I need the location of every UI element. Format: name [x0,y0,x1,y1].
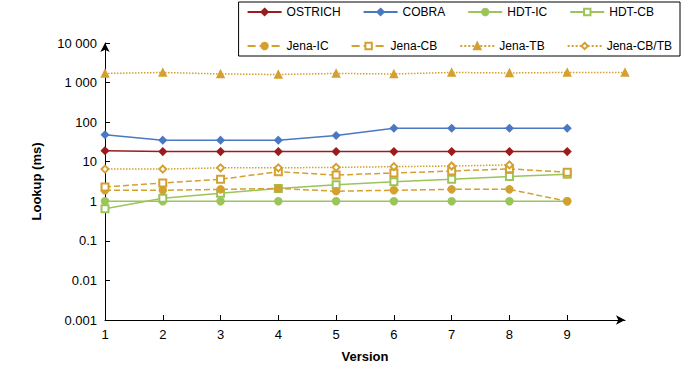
svg-text:Version: Version [342,349,389,364]
svg-text:5: 5 [332,327,339,342]
svg-text:1: 1 [101,327,108,342]
svg-text:Lookup (ms): Lookup (ms) [29,143,44,221]
svg-text:1: 1 [90,194,97,209]
svg-text:10: 10 [83,154,97,169]
svg-text:2: 2 [159,327,166,342]
svg-text:0.1: 0.1 [79,233,97,248]
svg-text:10 000: 10 000 [57,36,97,51]
svg-text:0.001: 0.001 [64,313,97,328]
svg-text:Jena-CB: Jena-CB [391,39,438,53]
svg-text:Jena-TB: Jena-TB [499,39,544,53]
svg-text:9: 9 [564,327,571,342]
svg-text:1 000: 1 000 [64,75,97,90]
svg-text:4: 4 [275,327,282,342]
svg-text:Jena-IC: Jena-IC [287,39,329,53]
svg-text:Jena-CB/TB: Jena-CB/TB [607,39,672,53]
svg-text:8: 8 [506,327,513,342]
svg-text:7: 7 [448,327,455,342]
svg-text:100: 100 [75,115,97,130]
svg-text:COBRA: COBRA [403,5,446,19]
svg-text:3: 3 [217,327,224,342]
svg-text:0.01: 0.01 [72,273,97,288]
svg-text:HDT-IC: HDT-IC [507,5,547,19]
svg-text:HDT-CB: HDT-CB [609,5,654,19]
svg-text:OSTRICH: OSTRICH [287,5,341,19]
svg-text:6: 6 [390,327,397,342]
